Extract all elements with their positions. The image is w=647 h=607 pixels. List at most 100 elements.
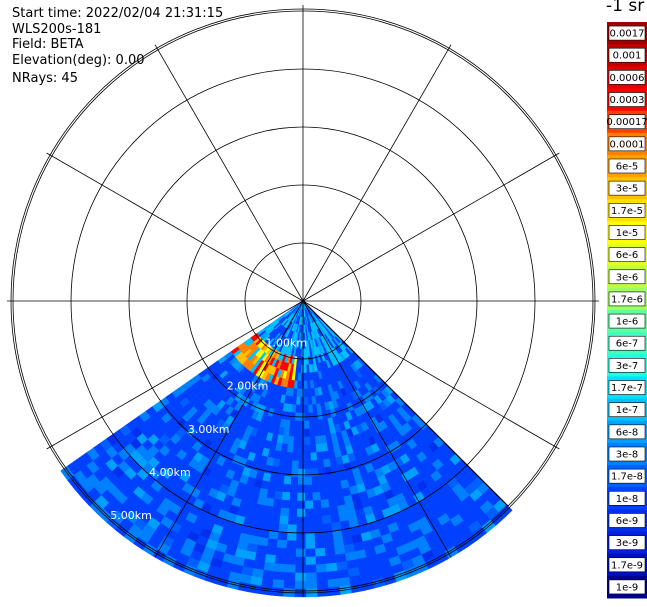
azimuth-spoke [154,44,304,302]
heatmap-cell [332,537,344,548]
heatmap-cell [303,404,309,414]
heatmap-cell [261,513,272,523]
heatmap-cell [307,404,313,414]
sector-heatmap [60,300,513,598]
heatmap-cell [329,513,340,524]
heatmap-cell [263,505,274,515]
heatmap-cell [314,435,322,445]
colorbar-label-box [608,291,646,307]
colorbar-label-box [608,468,646,484]
heatmap-cell [304,428,310,438]
heatmap-cell [295,556,306,566]
heatmap-cell [303,388,308,398]
heatmap-cell [298,428,305,438]
heatmap-cell [297,460,305,470]
heatmap-cell [303,356,307,366]
colorbar-tick-label: 1e-5 [616,228,639,239]
heatmap-cell [303,380,308,390]
colorbar-label-box [608,136,646,152]
colorbar-tick-label: 0.0003 [610,95,645,106]
colorbar-label-box [608,25,646,41]
heatmap-cell [316,579,329,589]
ppi-plot: 1.00km 2.00km 3.00km 4.00km 5.00km [7,5,599,598]
colorbar-label-box [608,92,646,107]
heatmap-cell [266,538,278,548]
heatmap-cell [303,372,308,382]
heatmap-cell [304,444,311,454]
colorbar-tick-label: 1.7e-9 [611,560,643,571]
heatmap-cell [264,554,276,564]
heatmap-cell [294,580,306,590]
colorbar-label-box [608,579,646,595]
colorbar-tick-label: 3e-7 [616,361,639,372]
heatmap-cell [276,539,287,549]
heatmap-cell [304,524,315,534]
heatmap-cell [304,468,312,478]
colorbar-tick-label: 1.7e-5 [611,206,643,217]
colorbar-tick-label: 1e-7 [616,405,639,416]
heatmap-cell [304,452,311,462]
heatmap-cell [296,508,306,518]
nrays-label: NRays: 45 [12,71,78,86]
heatmap-cell [296,492,306,502]
colorbar-tick-label: 0.001 [613,51,642,62]
heatmap-cell [294,572,306,582]
heatmap-cell [263,561,276,572]
heatmap-cell [287,524,297,534]
colorbar-label-box [608,380,646,395]
heatmap-cell [285,451,293,461]
range-ring-label: 5.00km [110,509,152,522]
heatmap-cell [275,547,287,557]
colorbar-tick-label: 3e-6 [616,272,639,283]
heatmap-cell [308,428,316,438]
heatmap-cell [310,452,318,462]
heatmap-cell [307,396,313,406]
heatmap-cell [322,458,331,468]
heatmap-cell [294,420,300,430]
heatmap-cell [309,444,317,454]
heatmap-cell [289,492,298,502]
heatmap-cell [304,516,315,526]
colorbar-label-box [608,557,646,573]
heatmap-cell [324,474,334,484]
heatmap-cell [298,452,305,462]
heatmap-cell [296,524,306,534]
heatmap-cell [334,488,344,499]
heatmap-cell [292,444,300,454]
heatmap-cell [273,563,286,573]
heatmap-cell [305,532,315,542]
colorbar-tick-label: 0.0006 [610,73,645,84]
heatmap-cell [315,443,323,453]
heatmap-cell [307,388,312,398]
heatmap-cell [305,580,318,590]
colorbar-label-box [608,313,646,329]
colorbar-label-box [608,158,646,174]
heatmap-cell [311,484,320,493]
heatmap-cell [281,491,291,501]
heatmap-cell [312,507,323,517]
heatmap-cell [304,500,314,510]
heatmap-cell [286,532,297,542]
heatmap-cell [284,467,292,477]
heatmap-cell [299,404,305,414]
heatmap-cell [325,482,335,492]
heatmap-cell [262,569,275,580]
heatmap-cell [312,492,321,501]
azimuth-spoke [302,152,560,302]
range-ring-label: 3.00km [188,423,230,436]
colorbar-tick-label: 1.7e-8 [611,472,643,483]
heatmap-cell [318,483,328,493]
heatmap-cell [272,571,285,581]
heatmap-cell [310,468,319,478]
heatmap-cell [305,572,317,582]
heatmap-cell [285,540,297,550]
heatmap-cell [324,546,336,557]
heatmap-cell [276,474,285,485]
colorbar-tick-label: 6e-5 [616,162,639,173]
heatmap-cell [316,459,325,469]
heatmap-cell [325,554,337,565]
colorbar-label-box [608,114,646,129]
heatmap-cell [287,516,297,526]
heatmap-cell [285,548,296,558]
heatmap-cell [282,483,291,493]
